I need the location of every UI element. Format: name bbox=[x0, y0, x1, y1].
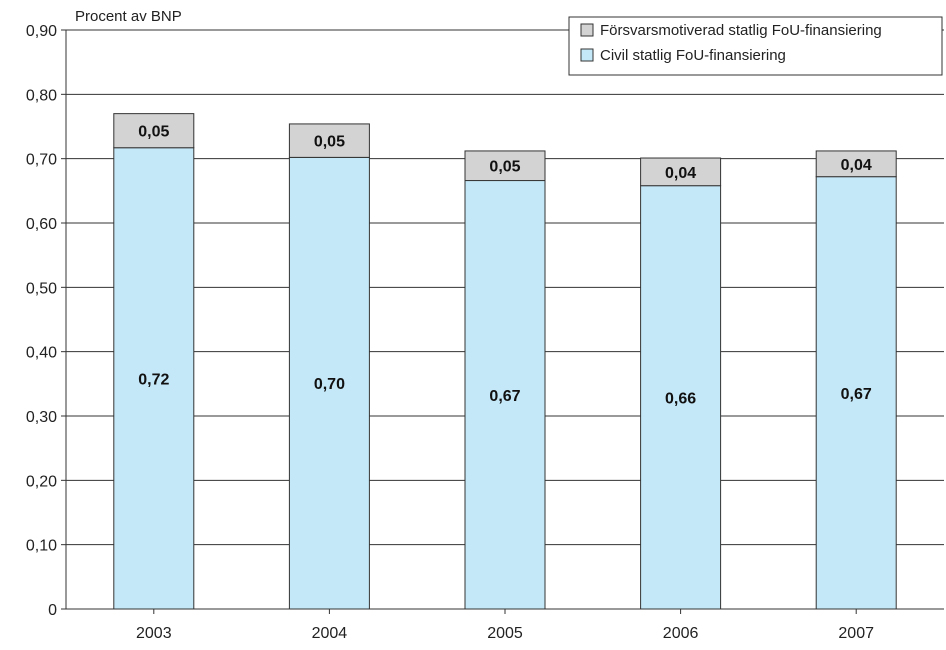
bar-layer: 0,72 0,05 0,70 0,05 0,67 0,05 0,66 0,04 0,67 0,04 bbox=[113, 113, 897, 610]
data-label-defence: 0,04 bbox=[841, 157, 872, 174]
bar-defence bbox=[815, 150, 897, 178]
bar-defence bbox=[464, 150, 546, 182]
x-tick-label: 2007 bbox=[838, 625, 874, 642]
bar-civil bbox=[113, 147, 195, 610]
y-tick-label: 0,40 bbox=[26, 345, 57, 362]
data-label-civil: 0,67 bbox=[489, 388, 520, 405]
legend: Försvarsmotiverad statlig FoU-finansieri… bbox=[568, 16, 943, 76]
data-label-civil: 0,72 bbox=[138, 371, 169, 388]
data-label-defence: 0,04 bbox=[665, 165, 696, 182]
bar-defence bbox=[113, 113, 195, 149]
data-label-civil: 0,67 bbox=[841, 386, 872, 403]
data-label-defence: 0,05 bbox=[138, 124, 169, 141]
axis-layer: 0 0,10 0,20 0,30 0,40 0,50 0,60 0,70 0,80 0,90 200… bbox=[26, 23, 944, 642]
data-label-civil: 0,66 bbox=[665, 390, 696, 407]
y-tick-label: 0,20 bbox=[26, 473, 57, 490]
y-tick-label: 0,30 bbox=[26, 409, 57, 426]
data-label-defence: 0,05 bbox=[314, 134, 345, 151]
bar-civil bbox=[815, 176, 897, 610]
data-label-defence: 0,05 bbox=[489, 159, 520, 176]
x-tick-label: 2005 bbox=[487, 625, 523, 642]
legend-label-civil: Civil statlig FoU-finansiering bbox=[600, 47, 786, 64]
y-tick-label: 0 bbox=[48, 602, 57, 619]
x-tick-label: 2006 bbox=[663, 625, 699, 642]
x-tick-label: 2004 bbox=[312, 625, 348, 642]
y-tick-label: 0,50 bbox=[26, 280, 57, 297]
x-tick-label: 2003 bbox=[136, 625, 172, 642]
y-tick-label: 0,10 bbox=[26, 538, 57, 555]
legend-swatch-defence bbox=[580, 23, 594, 37]
y-tick-label: 0,60 bbox=[26, 216, 57, 233]
legend-label-defence: Försvarsmotiverad statlig FoU-finansieri… bbox=[600, 22, 882, 39]
legend-box bbox=[568, 16, 943, 76]
y-tick-label: 0,70 bbox=[26, 152, 57, 169]
data-label-civil: 0,70 bbox=[314, 376, 345, 393]
y-axis-label: Procent av BNP bbox=[75, 8, 182, 25]
bar-defence bbox=[288, 123, 370, 158]
y-tick-label: 0,80 bbox=[26, 87, 57, 104]
legend-swatch-civil bbox=[580, 48, 594, 62]
bar-defence bbox=[640, 157, 722, 187]
y-tick-label: 0,90 bbox=[26, 23, 57, 40]
